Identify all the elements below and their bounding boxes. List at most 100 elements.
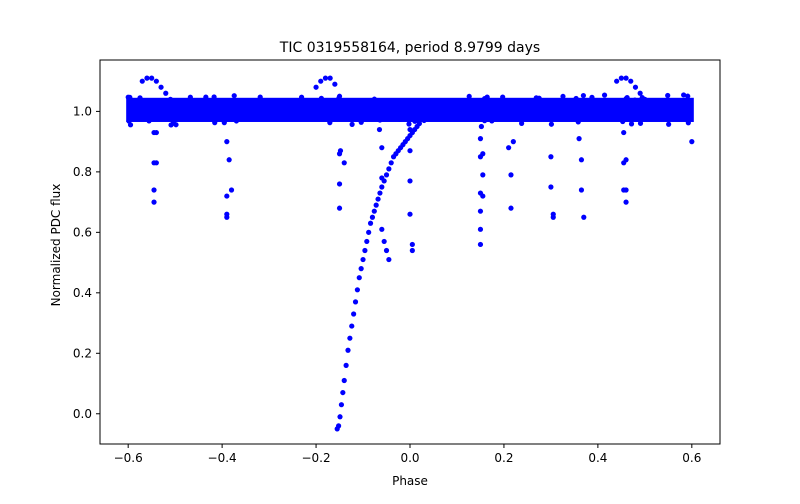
baseline-point — [524, 100, 531, 106]
baseline-point — [612, 103, 618, 109]
data-point-dips — [478, 123, 484, 130]
baseline-point — [137, 95, 143, 101]
baseline-point — [331, 109, 337, 115]
data-point-bumps — [632, 84, 639, 90]
data-point-eclipse_ingress — [383, 172, 390, 178]
baseline-point — [239, 102, 245, 108]
data-point-bumps — [332, 81, 338, 87]
data-point-dips — [477, 226, 484, 232]
x-tick-label: 0.0 — [400, 451, 419, 465]
y-tick-label: 0.0 — [73, 407, 92, 421]
data-point-dips — [508, 172, 514, 178]
baseline-point — [187, 94, 193, 100]
data-point-bumps — [163, 90, 169, 96]
baseline-point — [311, 99, 317, 105]
baseline-point — [622, 115, 628, 121]
data-point-eclipse_ingress — [347, 335, 353, 341]
baseline-point — [663, 98, 670, 104]
data-point-eclipse_ingress — [371, 208, 377, 214]
data-point-dips — [409, 241, 415, 248]
data-point-eclipse_ingress — [379, 184, 385, 190]
y-tick-label: 0.2 — [73, 346, 92, 360]
data-point-dips — [623, 187, 629, 193]
data-point-dips — [548, 154, 554, 160]
data-point-eclipse_ingress — [356, 275, 362, 281]
data-point-bumps — [336, 93, 343, 99]
baseline-point — [687, 115, 693, 121]
baseline-point — [244, 104, 250, 110]
baseline-point — [318, 95, 324, 101]
x-axis-label: Phase — [392, 474, 428, 488]
data-point-eclipse_ingress — [352, 299, 359, 305]
data-point-dips — [477, 208, 484, 214]
baseline-point — [298, 94, 305, 100]
baseline-point — [575, 119, 581, 125]
data-point-bumps — [318, 78, 324, 84]
baseline-point — [466, 93, 472, 100]
baseline-point — [439, 107, 445, 114]
baseline-band-layer — [125, 92, 694, 128]
data-point-eclipse_ingress — [362, 247, 368, 254]
baseline-point — [131, 114, 137, 121]
baseline-point — [488, 104, 494, 111]
data-point-eclipse_ingress — [369, 214, 376, 220]
baseline-point — [482, 96, 488, 102]
y-tick-label: 1.0 — [73, 104, 92, 118]
baseline-point — [262, 108, 268, 114]
baseline-point — [543, 107, 549, 113]
x-tick-label: −0.2 — [301, 451, 330, 465]
data-point-dips — [336, 181, 343, 187]
data-point-eclipse_ingress — [375, 196, 381, 202]
data-point-bumps — [642, 96, 648, 102]
baseline-point — [349, 121, 355, 127]
baseline-point — [625, 105, 631, 111]
baseline-point — [482, 118, 488, 124]
data-point-dips — [386, 256, 392, 263]
baseline-point — [685, 120, 691, 126]
data-point-dips — [407, 126, 413, 133]
baseline-point — [645, 101, 652, 107]
data-point-dips — [581, 214, 587, 220]
data-point-dips — [341, 160, 347, 166]
baseline-point — [556, 109, 562, 115]
baseline-point — [169, 110, 175, 116]
data-point-dips — [623, 157, 629, 163]
y-axis-label: Normalized PDC flux — [49, 184, 63, 307]
baseline-point — [192, 107, 198, 113]
data-point-dips — [379, 145, 385, 151]
baseline-point — [349, 109, 355, 116]
data-point-dips — [550, 214, 556, 220]
data-point-bumps — [322, 75, 329, 81]
data-point-eclipse_ingress — [358, 266, 364, 272]
baseline-point — [237, 112, 243, 119]
baseline-point — [316, 101, 322, 107]
baseline-point — [628, 121, 635, 127]
data-point-bumps — [618, 75, 624, 81]
data-point-dips — [151, 199, 157, 205]
baseline-point — [589, 94, 595, 100]
data-point-dips — [689, 139, 695, 145]
data-point-bumps — [327, 75, 333, 81]
baseline-point — [597, 112, 603, 118]
baseline-point — [638, 101, 644, 108]
baseline-point — [617, 105, 623, 111]
data-point-dips — [224, 193, 230, 199]
data-point-eclipse_ingress — [337, 414, 343, 420]
baseline-point — [173, 122, 179, 128]
points-layer — [139, 75, 695, 432]
x-tick-label: −0.4 — [208, 451, 237, 465]
data-point-dips — [151, 187, 157, 193]
baseline-point — [497, 109, 503, 115]
data-point-dips — [226, 157, 232, 163]
data-point-dips — [407, 211, 413, 217]
data-point-eclipse_ingress — [354, 287, 360, 293]
data-point-dips — [480, 151, 486, 157]
data-point-dips — [224, 139, 230, 145]
data-point-eclipse_ingress — [386, 166, 392, 172]
baseline-point — [358, 112, 364, 119]
data-point-bumps — [139, 78, 145, 84]
baseline-point — [536, 95, 542, 101]
baseline-point — [372, 107, 378, 113]
data-point-dips — [381, 238, 387, 245]
baseline-point — [685, 93, 691, 99]
